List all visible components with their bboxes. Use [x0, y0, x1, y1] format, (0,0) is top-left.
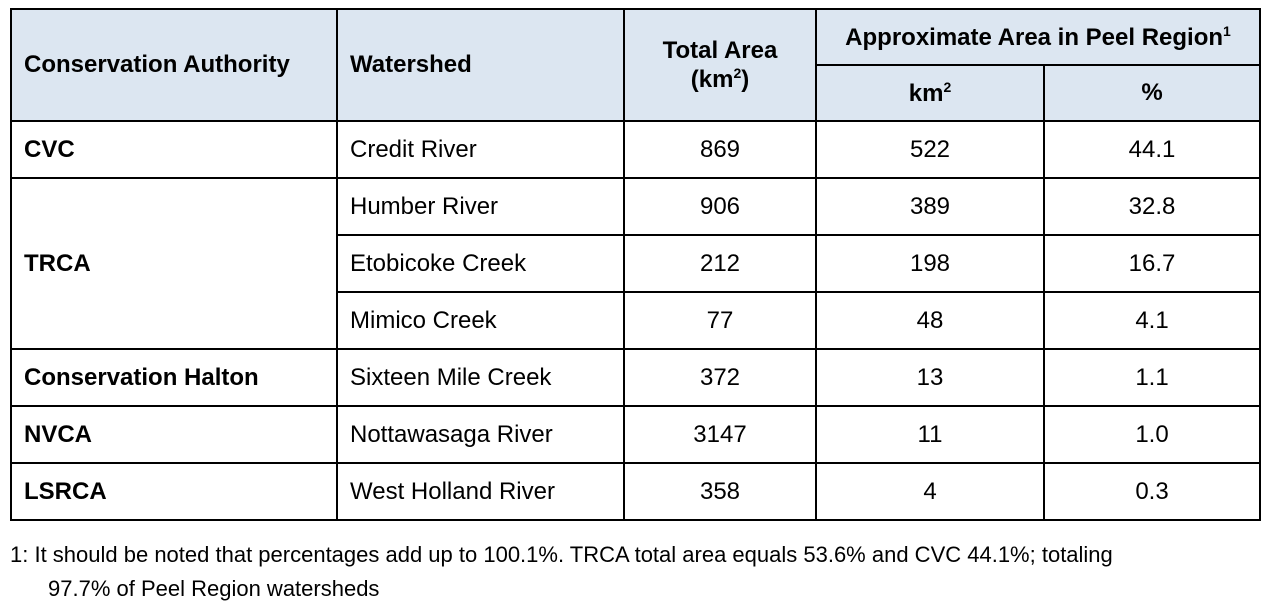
- authority-cell: CVC: [10, 120, 338, 179]
- peel-pct-cell: 4.1: [1042, 291, 1262, 350]
- total-area-cell: 372: [623, 348, 817, 407]
- header-authority: Conservation Authority: [10, 8, 338, 122]
- header-percent: %: [1042, 64, 1262, 122]
- header-watershed: Watershed: [336, 8, 625, 122]
- total-area-cell: 77: [623, 291, 817, 350]
- watershed-cell: West Holland River: [336, 462, 625, 521]
- peel-km2-cell: 13: [815, 348, 1045, 407]
- authority-cell: TRCA: [10, 177, 338, 350]
- watershed-cell: Sixteen Mile Creek: [336, 348, 625, 407]
- table-row: Mimico Creek 77 48 4.1: [11, 291, 1262, 350]
- peel-pct-cell: 16.7: [1042, 234, 1262, 293]
- peel-km2-cell: 4: [815, 462, 1045, 521]
- footnote-line-1: 1: It should be noted that percentages a…: [10, 542, 1113, 567]
- watershed-cell: Mimico Creek: [336, 291, 625, 350]
- table-row: LSRCA West Holland River 358 4 0.3: [10, 462, 1262, 521]
- peel-pct-cell: 0.3: [1042, 462, 1262, 521]
- peel-pct-cell: 32.8: [1042, 177, 1262, 236]
- peel-pct-cell: 44.1: [1042, 120, 1262, 179]
- watershed-table: Conservation Authority Watershed Total A…: [10, 8, 1262, 521]
- table-row: Conservation Halton Sixteen Mile Creek 3…: [10, 348, 1262, 407]
- peel-km2-cell: 522: [815, 120, 1045, 179]
- watershed-cell: Credit River: [336, 120, 625, 179]
- peel-km2-cell: 198: [815, 234, 1045, 293]
- peel-pct-cell: 1.0: [1042, 405, 1262, 464]
- total-area-cell: 358: [623, 462, 817, 521]
- header-total-area: Total Area (km2): [623, 8, 817, 122]
- total-area-cell: 212: [623, 234, 817, 293]
- header-peel-group: Approximate Area in Peel Region1: [814, 8, 1262, 66]
- total-area-cell: 906: [623, 177, 817, 236]
- watershed-cell: Nottawasaga River: [336, 405, 625, 464]
- table-row: CVC Credit River 869 522 44.1: [10, 120, 1262, 179]
- table-row: Etobicoke Creek 212 198 16.7: [11, 234, 1262, 293]
- authority-cell: Conservation Halton: [10, 348, 338, 407]
- footnote: 1: It should be noted that percentages a…: [10, 538, 1262, 606]
- total-area-cell: 869: [623, 120, 817, 179]
- total-area-cell: 3147: [623, 405, 817, 464]
- table-row: NVCA Nottawasaga River 3147 11 1.0: [10, 405, 1262, 464]
- peel-km2-cell: 48: [815, 291, 1045, 350]
- peel-km2-cell: 11: [815, 405, 1045, 464]
- table-row: TRCA Humber River 906 389 32.8: [10, 177, 1262, 350]
- footnote-line-2: 97.7% of Peel Region watersheds: [48, 576, 380, 601]
- watershed-cell: Humber River: [336, 177, 625, 236]
- peel-km2-cell: 389: [815, 177, 1045, 236]
- watershed-cell: Etobicoke Creek: [336, 234, 625, 293]
- authority-cell: NVCA: [10, 405, 338, 464]
- peel-pct-cell: 1.1: [1042, 348, 1262, 407]
- authority-cell: LSRCA: [10, 462, 338, 521]
- header-km2: km2: [815, 64, 1045, 122]
